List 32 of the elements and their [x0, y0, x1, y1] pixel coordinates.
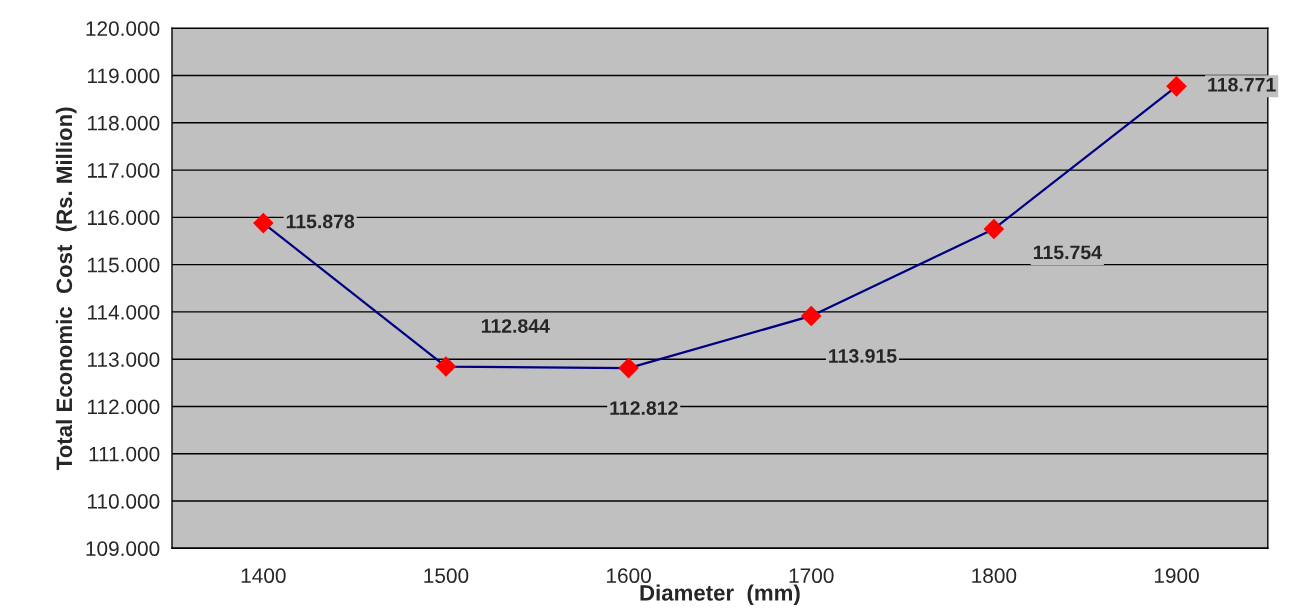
x-tick-label: 1600 [607, 568, 651, 584]
y-axis-title: Total Economic Cost (Rs. Million) [55, 107, 77, 470]
x-tick-label: 1500 [424, 568, 469, 584]
x-tick-label: 1800 [972, 568, 1017, 584]
data-label: 118.771 [1208, 77, 1276, 92]
y-tick-label: 112.000 [88, 399, 160, 415]
y-tick-label: 115.000 [88, 257, 160, 273]
x-tick-label: 1700 [789, 568, 834, 584]
y-tick-label: 116.000 [88, 210, 160, 226]
point [435, 356, 457, 377]
x-axis-title: Diameter (mm) [640, 584, 800, 606]
data-label: 112.812 [610, 401, 678, 415]
data-label: 112.844 [481, 319, 550, 333]
y-tick-label: 118.000 [88, 115, 160, 131]
y-tick-label: 114.000 [88, 304, 160, 320]
x-tick-label: 1900 [1154, 568, 1199, 584]
data-label: 115.754 [1033, 245, 1102, 260]
data-label: 113.915 [829, 349, 897, 363]
point [253, 212, 274, 234]
y-tick-label: 109.000 [86, 541, 160, 557]
y-tick-label: 119.000 [88, 68, 160, 84]
y-tick-label: 117.000 [88, 163, 160, 178]
x-tick-label: 1400 [241, 568, 286, 584]
y-tick-label: 113.000 [88, 352, 160, 367]
y-tick-label: 111.000 [89, 446, 160, 462]
y-tick-label: 120.000 [86, 21, 160, 36]
data-label: 115.878 [286, 214, 355, 229]
point [983, 218, 1005, 240]
point [618, 357, 639, 379]
y-tick-label: 110.000 [88, 494, 160, 509]
point [800, 305, 822, 327]
point [1166, 76, 1187, 97]
